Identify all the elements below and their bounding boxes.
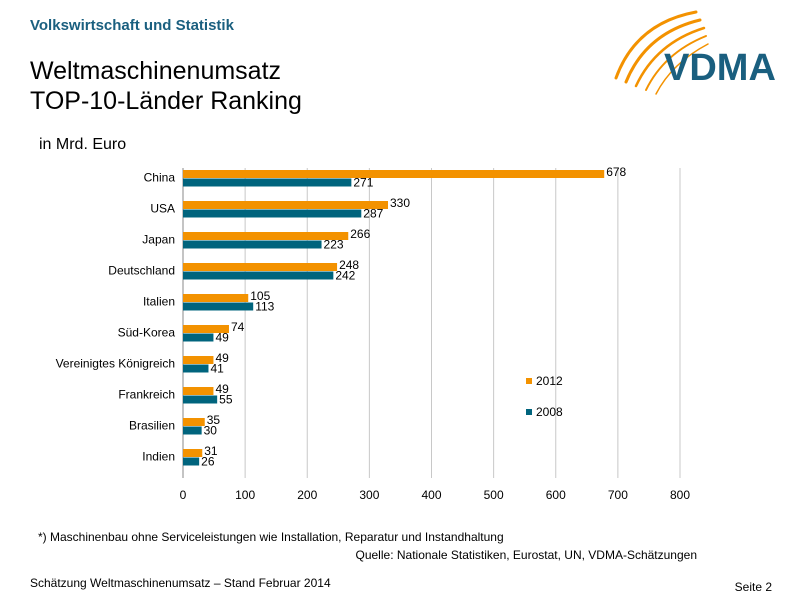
section-label: Volkswirtschaft und Statistik	[30, 17, 234, 34]
footnote: *) Maschinenbau ohne Serviceleistungen w…	[38, 530, 504, 544]
x-tick-label: 800	[670, 488, 690, 502]
category-label: Indien	[142, 450, 175, 464]
title-line-1: Weltmaschinenumsatz	[30, 57, 282, 85]
bars	[183, 170, 605, 466]
data-label: 74	[231, 320, 245, 334]
x-tick-label: 700	[608, 488, 628, 502]
data-label: 287	[363, 207, 383, 221]
data-label: 113	[255, 300, 274, 314]
unit-label: in Mrd. Euro	[39, 136, 127, 153]
x-tick-label: 100	[235, 488, 255, 502]
data-label: 271	[353, 176, 373, 190]
bar-2012	[183, 356, 214, 364]
footer-text: Schätzung Weltmaschinenumsatz – Stand Fe…	[30, 576, 331, 590]
category-label: Frankreich	[118, 388, 175, 402]
bar-2008	[183, 364, 209, 373]
bar-2012	[183, 294, 249, 302]
x-tick-label: 0	[180, 488, 187, 502]
category-label: Brasilien	[129, 419, 175, 433]
data-label: 330	[390, 196, 410, 210]
bar-2012	[183, 170, 605, 178]
category-label: USA	[150, 202, 175, 216]
x-tick-label: 300	[359, 488, 379, 502]
legend-label-2008: 2008	[536, 405, 563, 419]
data-label: 26	[201, 455, 215, 469]
bar-2012	[183, 201, 389, 209]
data-label: 35	[207, 413, 221, 427]
bar-2012	[183, 418, 205, 426]
bar-2008	[183, 271, 334, 280]
data-label: 105	[250, 289, 270, 303]
bar-2012	[183, 263, 338, 271]
x-tick-label: 500	[484, 488, 504, 502]
data-label: 242	[335, 269, 355, 283]
data-label: 49	[215, 331, 229, 345]
data-label: 49	[215, 382, 229, 396]
bar-2012	[183, 387, 214, 395]
source-note: Quelle: Nationale Statistiken, Eurostat,…	[355, 548, 698, 562]
data-label: 49	[215, 351, 229, 365]
data-labels: 6782713302872662232482421051137449494149…	[201, 165, 626, 469]
category-label: Vereinigtes Königreich	[56, 357, 175, 371]
category-label: Japan	[142, 233, 175, 247]
data-label: 248	[339, 258, 359, 272]
logo-text: VDMA	[664, 47, 776, 89]
bar-2008	[183, 209, 362, 218]
x-tick-labels: 0 100 200 300 400 500 600 700 800	[180, 488, 691, 502]
category-label: Süd-Korea	[118, 326, 176, 340]
page-number: Seite 2	[734, 580, 772, 594]
bar-2008	[183, 302, 254, 311]
bar-2008	[183, 457, 200, 466]
x-tick-label: 400	[421, 488, 441, 502]
grid-lines	[182, 168, 681, 478]
page-title: Weltmaschinenumsatz TOP-10-Länder Rankin…	[30, 56, 302, 116]
bar-2008	[183, 333, 214, 342]
legend: 2012 2008	[526, 374, 563, 419]
title-line-2: TOP-10-Länder Ranking	[30, 87, 302, 115]
bar-chart: 6782713302872662232482421051137449494149…	[56, 165, 691, 502]
legend-label-2012: 2012	[536, 374, 563, 388]
bar-2008	[183, 426, 202, 435]
data-label: 223	[324, 238, 344, 252]
data-label: 31	[204, 444, 218, 458]
data-label: 41	[210, 362, 224, 376]
x-tick-label: 200	[297, 488, 317, 502]
category-label: China	[144, 171, 176, 185]
category-labels: China USA Japan Deutschland Italien Süd-Korea…	[56, 171, 176, 464]
x-tick-label: 600	[546, 488, 566, 502]
vdma-logo: VDMA	[614, 10, 776, 95]
bar-2008	[183, 178, 352, 187]
data-label: 678	[606, 165, 626, 179]
bar-2012	[183, 449, 203, 457]
category-label: Deutschland	[108, 264, 175, 278]
bar-2012	[183, 325, 229, 333]
data-label: 30	[204, 424, 218, 438]
legend-swatch-2008	[526, 409, 532, 415]
bar-2008	[183, 240, 322, 249]
data-label: 55	[219, 393, 233, 407]
data-label: 266	[350, 227, 370, 241]
legend-swatch-2012	[526, 378, 532, 384]
bar-2012	[183, 232, 349, 240]
bar-2008	[183, 395, 218, 404]
category-label: Italien	[143, 295, 175, 309]
